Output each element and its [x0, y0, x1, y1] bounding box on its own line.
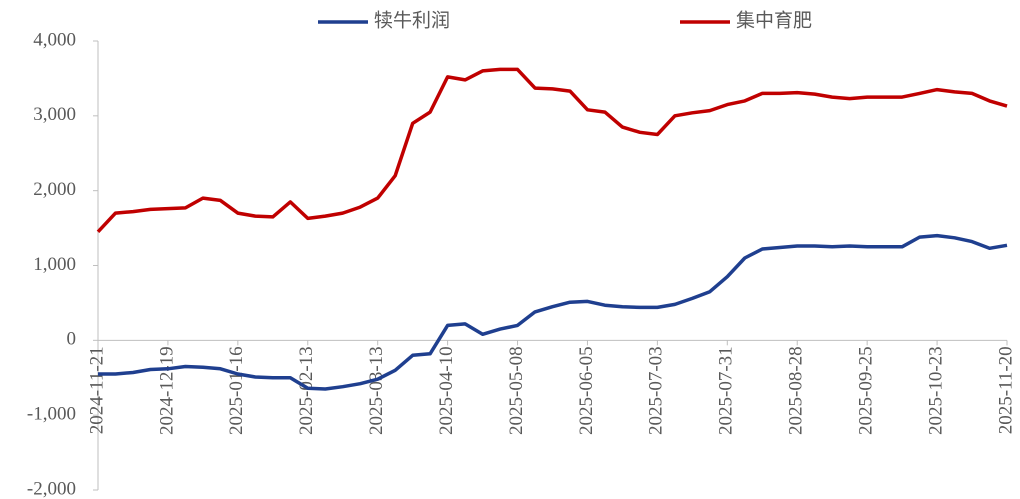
- y-tick-label: -2,000: [27, 478, 76, 499]
- y-tick-label: 0: [67, 329, 77, 350]
- x-tick-label: 2025-10-23: [925, 346, 946, 435]
- legend-label: 集中育肥: [736, 9, 812, 31]
- x-tick-label: 2024-11-21: [86, 346, 107, 434]
- x-tick-label: 2025-07-03: [646, 346, 667, 435]
- series-line: [96, 67, 1008, 233]
- x-tick-label: 2025-08-28: [786, 346, 807, 435]
- x-tick-label: 2025-03-13: [366, 346, 387, 435]
- x-tick-label: 2025-04-10: [436, 346, 457, 435]
- y-tick-label: 3,000: [33, 104, 76, 125]
- y-tick-label: 4,000: [33, 29, 76, 50]
- x-tick-label: 2025-11-20: [995, 346, 1016, 434]
- x-tick-label: 2025-01-16: [226, 346, 247, 435]
- x-tick-label: 2025-09-25: [856, 346, 877, 435]
- x-tick-label: 2025-06-05: [576, 346, 597, 435]
- legend-label: 犊牛利润: [374, 9, 450, 31]
- x-tick-label: 2024-12-19: [156, 346, 177, 435]
- y-tick-label: 1,000: [33, 254, 76, 275]
- x-tick-label: 2025-05-08: [506, 346, 527, 435]
- x-tick-label: 2025-02-13: [296, 346, 317, 435]
- series-line: [98, 233, 1008, 391]
- y-tick-label: 2,000: [33, 179, 76, 200]
- y-tick-label: -1,000: [27, 404, 76, 425]
- x-tick-label: 2025-07-31: [716, 346, 737, 435]
